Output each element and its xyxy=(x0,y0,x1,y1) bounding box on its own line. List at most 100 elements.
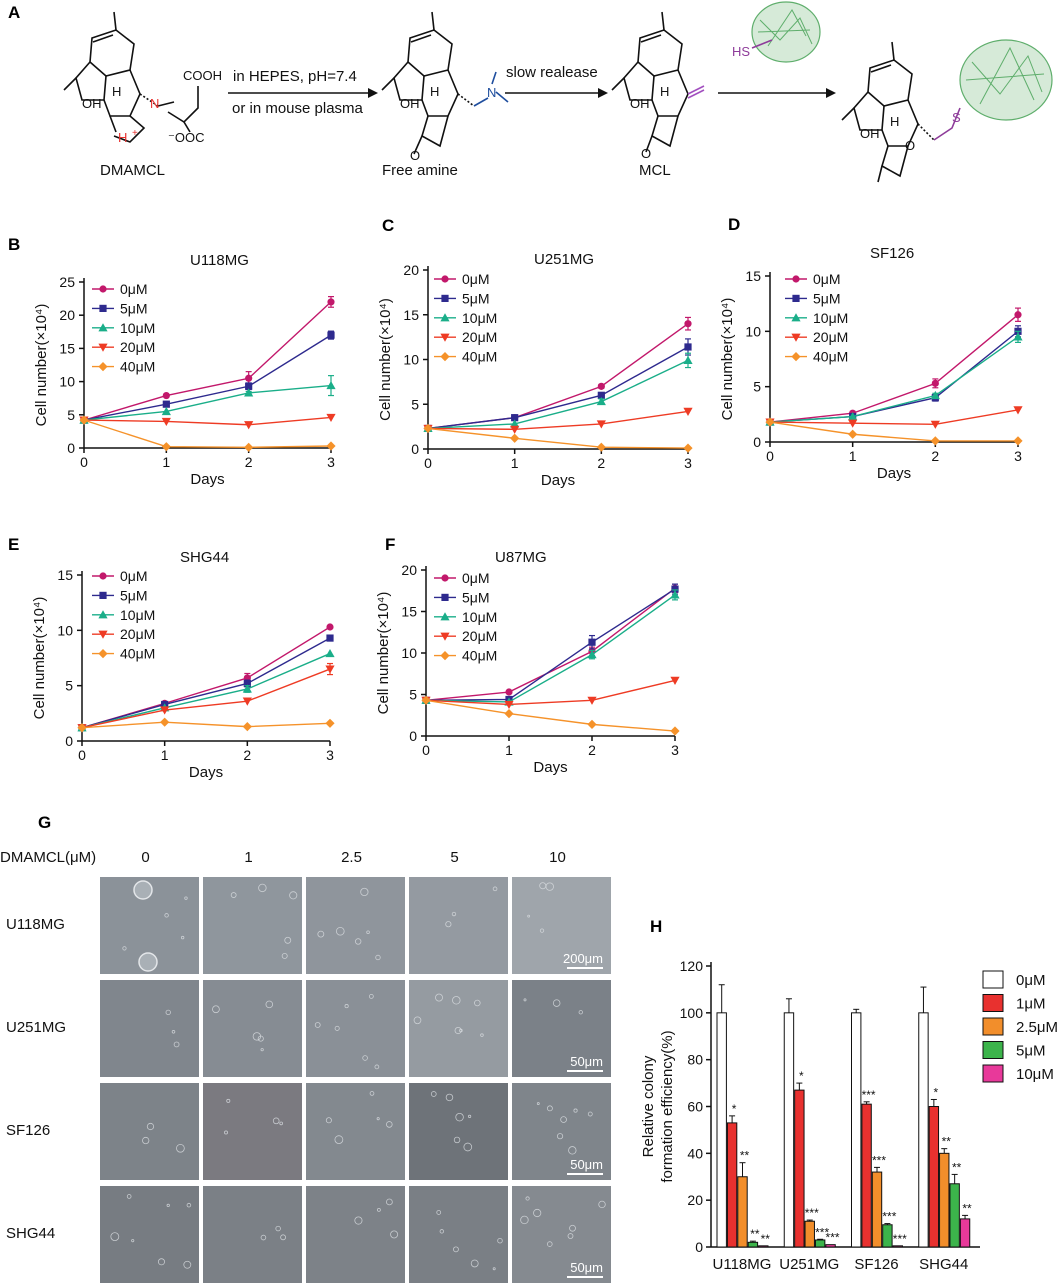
colony-spot xyxy=(369,1091,375,1096)
colony-spot xyxy=(470,1259,479,1268)
colony-spot xyxy=(272,1117,280,1125)
data-point xyxy=(162,400,170,408)
data-point xyxy=(671,585,679,593)
colony-spot xyxy=(275,1225,281,1232)
colony-image-sf126-2.5 xyxy=(306,1083,405,1180)
image-tile xyxy=(512,877,611,974)
colony-spot xyxy=(183,1260,192,1269)
legend-label: 0μM xyxy=(462,271,490,287)
colony-image-u251mg-2.5 xyxy=(306,980,405,1077)
legend-label: 10μM xyxy=(120,320,155,336)
x-tick-label: 1 xyxy=(849,448,857,464)
colony-spot xyxy=(360,887,369,897)
x-tick-label: 3 xyxy=(1014,448,1022,464)
data-point xyxy=(684,320,692,328)
bar xyxy=(928,1106,940,1248)
series-40um: 40μM xyxy=(77,646,335,733)
chart-title: U87MG xyxy=(495,549,547,566)
colony-spot xyxy=(453,1136,461,1144)
colony-spot xyxy=(280,1234,287,1241)
y-tick-label: 5 xyxy=(67,407,75,423)
legend-label: 1μM xyxy=(1016,996,1045,1013)
bar xyxy=(716,1012,727,1248)
colony-spot xyxy=(284,936,292,944)
significance-label: * xyxy=(934,1085,939,1099)
bar xyxy=(892,1245,903,1248)
legend-label: 0μM xyxy=(1016,972,1045,989)
x-axis-label: Days xyxy=(189,764,223,781)
data-point xyxy=(327,331,335,339)
legend-marker xyxy=(98,323,108,332)
atom-o-3: O xyxy=(641,146,651,161)
y-axis-label: Cell number(×10⁴) xyxy=(31,597,48,720)
series-5um: 5μM xyxy=(424,290,692,433)
image-tile xyxy=(306,1186,405,1283)
colony-spot xyxy=(260,1234,267,1241)
legend-marker xyxy=(441,574,449,582)
series-10um: 10μM xyxy=(79,320,336,424)
panel-h-bar-chart: H 0 20 40 60 80 100 120 Relative colony formation… xyxy=(640,917,1058,1273)
legend-label: 0μM xyxy=(120,281,148,297)
x-tick-label: 1 xyxy=(505,742,513,758)
colony-spot xyxy=(131,1239,135,1243)
data-point xyxy=(161,417,171,427)
row-label-u118mg: U118MG xyxy=(6,916,65,933)
image-tile xyxy=(409,1083,508,1180)
significance-label: ** xyxy=(740,1149,750,1163)
data-point xyxy=(242,684,252,693)
legend-label: 2.5μM xyxy=(1016,1019,1058,1036)
data-point xyxy=(670,590,680,599)
legend-marker xyxy=(791,313,801,322)
series-line xyxy=(427,359,689,430)
colony-spot xyxy=(436,1210,442,1215)
significance-label: * xyxy=(732,1102,737,1116)
data-point xyxy=(587,696,597,705)
series-20um: 20μM xyxy=(423,329,693,434)
x-tick-label: 0 xyxy=(766,448,774,464)
colony-spot xyxy=(527,914,531,918)
series-line xyxy=(425,679,676,706)
x-tick-label: 1 xyxy=(162,454,170,470)
y-tick-label: 0 xyxy=(753,434,761,450)
colony-spot xyxy=(354,1216,363,1225)
data-point xyxy=(326,380,336,390)
legend-label: 5μM xyxy=(813,290,841,306)
data-point xyxy=(423,423,433,434)
data-point xyxy=(670,676,680,685)
legend-label: 40μM xyxy=(120,359,155,375)
legend-label: 10μM xyxy=(813,310,848,326)
colony-spot xyxy=(430,1091,437,1097)
x-tick-label: 1 xyxy=(511,455,519,471)
bar xyxy=(747,1241,759,1248)
x-axis-label: Days xyxy=(533,759,567,776)
growth-chart-u87mg: F U87MG 0 5 10 15 20 0 1 2 3 Days Cell number(×10⁴) 0… xyxy=(375,535,680,776)
legend-label: 20μM xyxy=(120,339,155,355)
data-point xyxy=(597,391,605,399)
legend-marker xyxy=(99,572,107,580)
image-tile xyxy=(512,1186,611,1283)
series-line xyxy=(81,637,331,729)
significance-label: *** xyxy=(862,1088,876,1102)
image-tile xyxy=(409,980,508,1077)
dose-label-5: 5 xyxy=(450,849,458,866)
legend-marker xyxy=(791,352,801,362)
x-tick-label: 0 xyxy=(80,454,88,470)
y-tick-label: 10 xyxy=(403,352,419,368)
legend-marker xyxy=(99,591,107,599)
data-point xyxy=(242,722,252,732)
molecule-free-amine xyxy=(381,11,509,155)
legend-label: 0μM xyxy=(120,568,148,584)
data-point xyxy=(504,700,514,710)
y-tick-label: 15 xyxy=(401,604,417,620)
atom-n-charged: N xyxy=(150,96,159,111)
y-tick-label: 0 xyxy=(67,440,75,456)
series-5um: 5μM xyxy=(422,583,679,704)
y-tick-label: 80 xyxy=(687,1052,703,1068)
data-point xyxy=(326,634,334,642)
data-point xyxy=(326,623,334,631)
colony-spot xyxy=(453,1246,459,1253)
y-tick-label: 5 xyxy=(753,379,761,395)
colony-image-shg44-5 xyxy=(409,1186,508,1283)
data-point xyxy=(325,718,335,728)
significance-label: *** xyxy=(826,1231,840,1245)
